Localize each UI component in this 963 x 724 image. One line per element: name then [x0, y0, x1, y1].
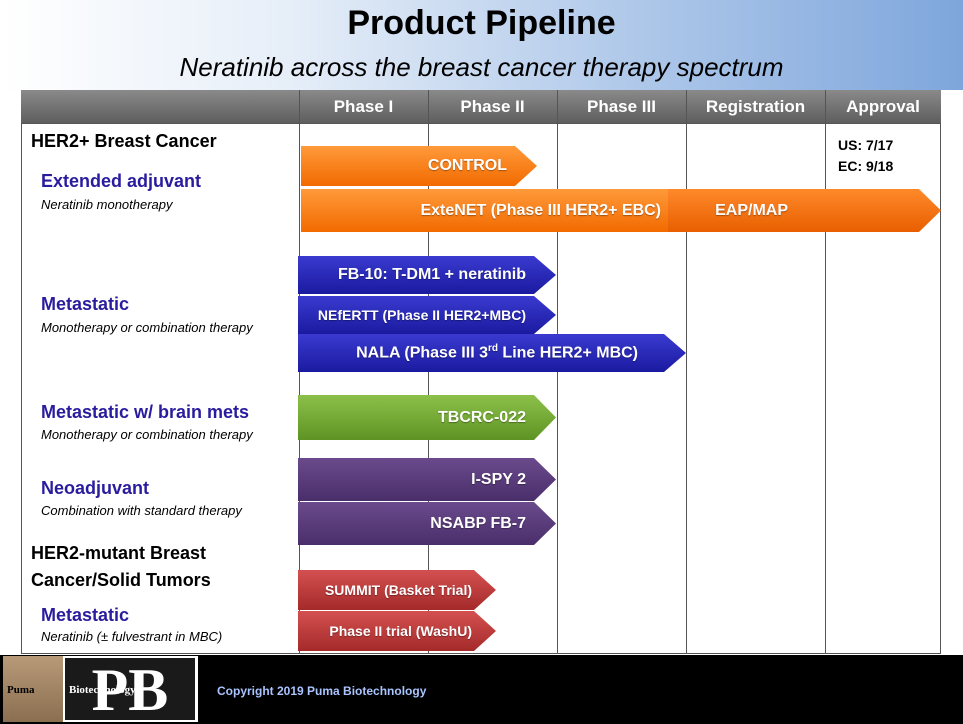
label-her2-mutant-line1: HER2-mutant Breast	[31, 543, 207, 563]
label-metastatic-desc: Monotherapy or combination therapy	[41, 320, 253, 335]
label-neoadjuvant: Neoadjuvant	[41, 478, 150, 498]
label-neoadjuvant-desc: Combination with standard therapy	[41, 503, 242, 518]
col-phase-1: Phase I	[333, 97, 394, 116]
header-divider	[21, 123, 941, 124]
column-divider	[686, 90, 687, 654]
bar-summit: SUMMIT (Basket Trial)	[298, 570, 496, 610]
puma-biotechnology-logo: PB Puma Biotechnology	[3, 656, 198, 722]
label-extended-adjuvant-desc: Neratinib monotherapy	[41, 197, 173, 212]
column-divider	[825, 90, 826, 654]
bar-tbcrc-022: TBCRC-022	[298, 395, 556, 440]
bar-tbcrc-022-label: TBCRC-022	[437, 408, 526, 426]
bar-nala-label-part1: NALA (Phase III 3	[356, 344, 488, 362]
logo-word-biotechnology: Biotechnology	[69, 684, 136, 696]
approval-ec: EC: 9/18	[838, 158, 894, 174]
bar-eap-map: EAP/MAP	[668, 189, 826, 232]
bar-eap-map-label: EAP/MAP	[715, 201, 788, 219]
table-header-row	[21, 90, 941, 123]
bar-ispy2: I-SPY 2	[298, 458, 556, 501]
bar-fb10-label: FB-10: T-DM1 + neratinib	[337, 266, 526, 283]
bar-nala-label: NALA (Phase III 3rd Line HER2+ MBC)	[356, 343, 638, 362]
column-divider	[557, 90, 558, 654]
label-mutant-metastatic: Metastatic	[41, 605, 130, 625]
page-title: Product Pipeline	[347, 4, 616, 42]
bar-nala: NALA (Phase III 3rd Line HER2+ MBC)	[298, 334, 686, 372]
bar-nefertt: NEfERTT (Phase II HER2+MBC)	[298, 296, 556, 334]
bar-nala-label-part2: Line HER2+ MBC)	[497, 344, 638, 362]
bar-extenet-label: ExteNET (Phase III HER2+ EBC)	[420, 201, 661, 219]
pb-logo-mark: PB	[65, 658, 195, 720]
page-subtitle: Neratinib across the breast cancer thera…	[179, 52, 784, 82]
column-divider	[428, 90, 429, 654]
logo-word-puma: Puma	[7, 684, 35, 696]
col-registration: Registration	[705, 97, 806, 116]
bar-nala-label-sup: rd	[487, 343, 498, 355]
bar-fb10: FB-10: T-DM1 + neratinib	[298, 256, 556, 294]
label-metastatic: Metastatic	[41, 294, 130, 314]
bar-washu-label: Phase II trial (WashU)	[329, 623, 472, 639]
approval-us: US: 7/17	[838, 137, 894, 153]
header-banner	[0, 0, 963, 90]
col-approval: Approval	[846, 97, 920, 116]
bar-control: CONTROL	[301, 146, 537, 186]
bar-nsabp-fb7: NSABP FB-7	[298, 502, 556, 545]
bar-nsabp-fb7-label: NSABP FB-7	[430, 514, 526, 532]
copyright-text: Copyright 2019 Puma Biotechnology	[217, 684, 427, 698]
bar-nefertt-label: NEfERTT (Phase II HER2+MBC)	[317, 307, 526, 323]
column-divider	[299, 90, 300, 654]
col-phase-3: Phase III	[587, 97, 656, 116]
puma-cat-image	[3, 656, 63, 722]
bar-ispy2-label: I-SPY 2	[471, 470, 526, 488]
label-mutant-desc: Neratinib (± fulvestrant in MBC)	[41, 629, 223, 644]
bar-control-label: CONTROL	[427, 157, 507, 174]
label-extended-adjuvant: Extended adjuvant	[41, 171, 202, 191]
label-brain-mets-desc: Monotherapy or combination therapy	[41, 427, 253, 442]
pb-logo-letters: PB	[92, 658, 169, 720]
bar-summit-label: SUMMIT (Basket Trial)	[324, 582, 472, 598]
label-her2-mutant-line2: Cancer/Solid Tumors	[31, 570, 211, 590]
label-brain-mets: Metastatic w/ brain mets	[41, 402, 250, 422]
label-her2-breast-cancer: HER2+ Breast Cancer	[31, 131, 217, 151]
col-phase-2: Phase II	[460, 97, 525, 116]
bar-extenet: ExteNET (Phase III HER2+ EBC)	[301, 189, 691, 232]
bar-washu: Phase II trial (WashU)	[298, 611, 496, 651]
